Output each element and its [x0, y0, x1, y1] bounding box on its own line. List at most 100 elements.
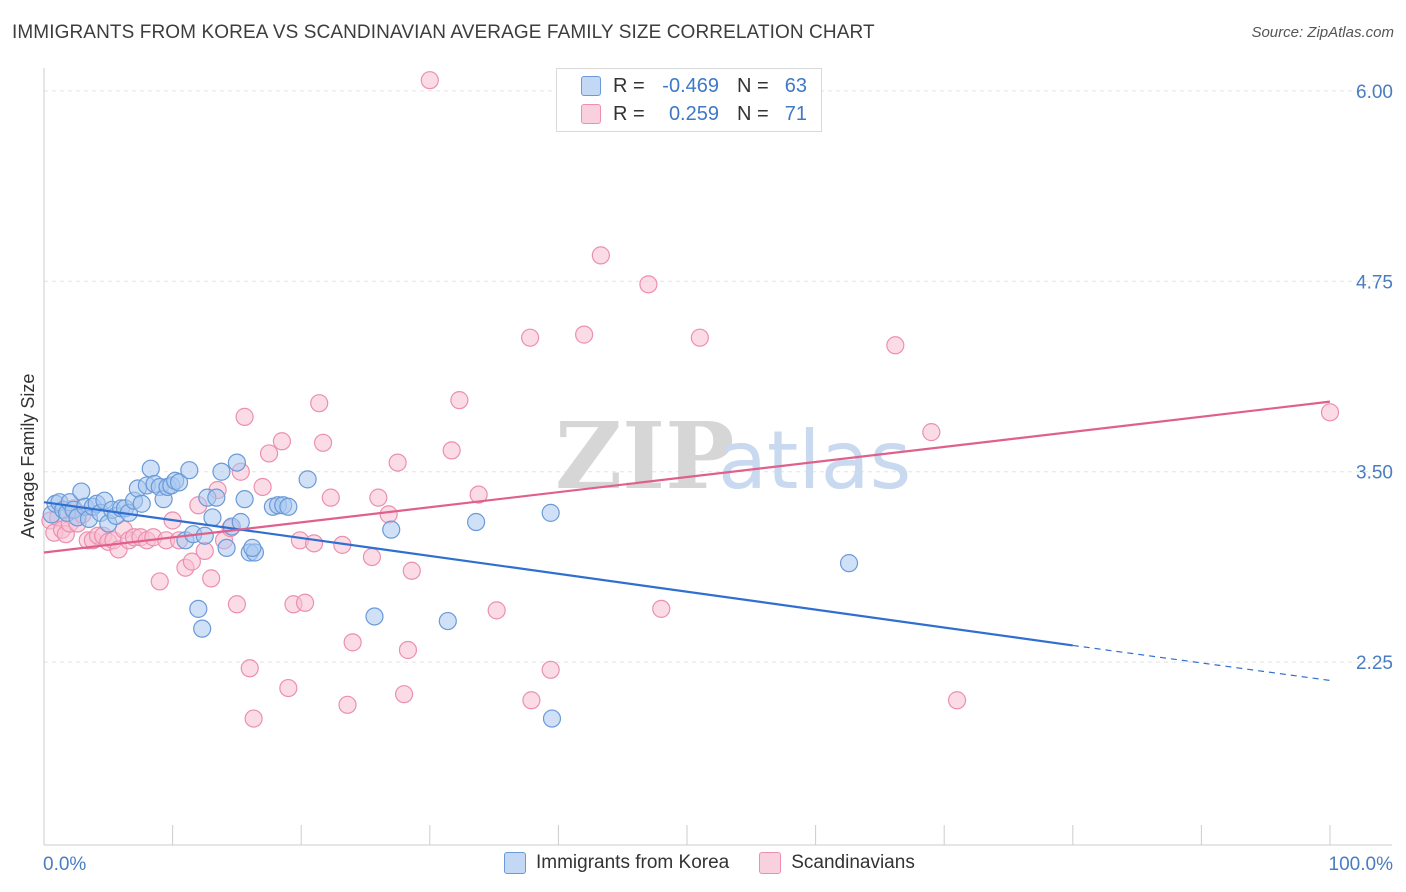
chart-title: IMMIGRANTS FROM KOREA VS SCANDINAVIAN AV… — [12, 22, 875, 43]
korea-point — [195, 526, 214, 545]
y-tick-label: 4.75 — [1356, 272, 1393, 293]
series-legend: Immigrants from Korea Scandinavians — [504, 852, 945, 874]
korea-point — [180, 461, 199, 480]
correlation-legend: R = -0.469 N = 63 R = 0.259 N = 71 — [556, 68, 822, 132]
scandinavians-point — [1320, 403, 1340, 422]
scandinavians-point — [522, 691, 541, 710]
legend-row-scandinavians: R = 0.259 N = 71 — [581, 101, 807, 127]
scandinavians-point — [253, 477, 272, 497]
korea-point — [212, 462, 231, 481]
korea-trend-line — [43, 501, 1073, 647]
korea-swatch — [504, 852, 526, 874]
scandinavians-point — [886, 336, 905, 355]
r-label: R = — [613, 74, 645, 97]
scandinavians-point — [295, 593, 315, 612]
korea-points — [42, 453, 859, 728]
korea-point — [542, 709, 562, 728]
trend-lines — [43, 400, 1331, 682]
scandinavians-swatch — [759, 852, 782, 874]
scandinavians-r-value: 0.259 — [668, 102, 719, 125]
scandinavians-point — [521, 328, 540, 347]
y-axis-label: Average Family Size — [18, 374, 38, 539]
scandinavians-n-value: 71 — [784, 102, 807, 125]
watermark-atlas: atlas — [718, 414, 911, 507]
korea-point — [298, 470, 317, 489]
korea-point — [132, 494, 151, 513]
y-tick-label: 2.25 — [1356, 653, 1393, 674]
scandinavians-point — [369, 488, 388, 507]
korea-point — [235, 490, 254, 509]
scandinavians-point — [639, 275, 658, 294]
scandinavians-point — [442, 441, 461, 460]
scandinavians-point — [690, 328, 709, 347]
legend-item-scandinavians[interactable]: Scandinavians — [759, 852, 915, 874]
legend-row-korea: R = -0.469 N = 63 — [581, 73, 807, 99]
y-tick-label: 6.00 — [1356, 82, 1393, 103]
r-label: R = — [613, 102, 645, 125]
korea-point — [141, 459, 160, 478]
scandinavians-point — [541, 660, 560, 679]
scandinavians-point — [398, 640, 418, 660]
korea-point — [189, 599, 208, 618]
korea-point — [243, 538, 262, 558]
scandinavians-point — [575, 325, 594, 344]
scandinavians-point — [150, 572, 169, 591]
n-label: N = — [737, 102, 769, 125]
scandinavians-point — [304, 534, 324, 553]
scandinavians-point — [420, 71, 439, 90]
scandinavians-point — [922, 423, 941, 442]
scandinavians-point — [240, 659, 259, 678]
scandinavians-point — [469, 485, 488, 504]
scandinavians-point — [321, 488, 340, 507]
scandinavians-point — [402, 561, 421, 580]
n-label: N = — [737, 74, 769, 97]
scandinavians-point — [591, 246, 610, 265]
korea-point — [193, 619, 212, 638]
scandinavians-point — [450, 391, 469, 410]
scandinavians-point — [195, 541, 214, 561]
watermark-zip: ZIP — [555, 402, 734, 510]
tick-labels: 2.25 3.50 4.75 6.00 0.0% 100.0% Average Family… — [18, 82, 1393, 875]
korea-r-value: -0.469 — [662, 74, 719, 97]
korea-point — [839, 554, 859, 573]
scandinavians-swatch — [581, 104, 601, 124]
scandinavians-point — [272, 432, 292, 451]
korea-point — [207, 488, 226, 507]
korea-point — [203, 508, 222, 527]
scandinavians-point — [394, 685, 414, 704]
scandinavians-point — [362, 547, 382, 567]
korea-n-value: 63 — [784, 74, 807, 97]
scandinavians-point — [182, 552, 201, 571]
korea-point — [217, 538, 236, 558]
chart-source: Source: ZipAtlas.com — [1251, 24, 1394, 41]
korea-trend-extension — [1072, 644, 1331, 682]
scandinavians-point — [279, 678, 298, 698]
scandinavians-point — [227, 595, 246, 614]
korea-swatch — [581, 76, 601, 96]
scandinavians-point — [388, 453, 407, 472]
scandinavians-points — [41, 71, 1340, 728]
scandinavians-point — [235, 407, 254, 426]
scandinavians-point — [259, 444, 279, 463]
scandinavians-trend-line — [43, 400, 1331, 554]
scandinavians-point — [244, 709, 263, 728]
korea-point — [72, 482, 91, 501]
legend-label-korea: Immigrants from Korea — [536, 852, 730, 873]
korea-point — [365, 607, 384, 626]
korea-point — [279, 497, 298, 516]
scandinavians-point — [379, 505, 398, 524]
y-tick-label: 3.50 — [1356, 463, 1393, 484]
scandinavians-point — [313, 433, 333, 452]
korea-point — [382, 520, 401, 539]
scandinavians-point — [202, 569, 221, 588]
korea-point — [438, 611, 457, 631]
scandinavians-point — [487, 601, 506, 620]
legend-label-scandinavians: Scandinavians — [791, 852, 915, 873]
korea-point — [169, 473, 189, 492]
axes — [43, 68, 1392, 846]
scandinavians-point — [652, 599, 671, 618]
x-tick-label-end: 100.0% — [1329, 854, 1394, 875]
legend-item-korea[interactable]: Immigrants from Korea — [504, 852, 729, 874]
